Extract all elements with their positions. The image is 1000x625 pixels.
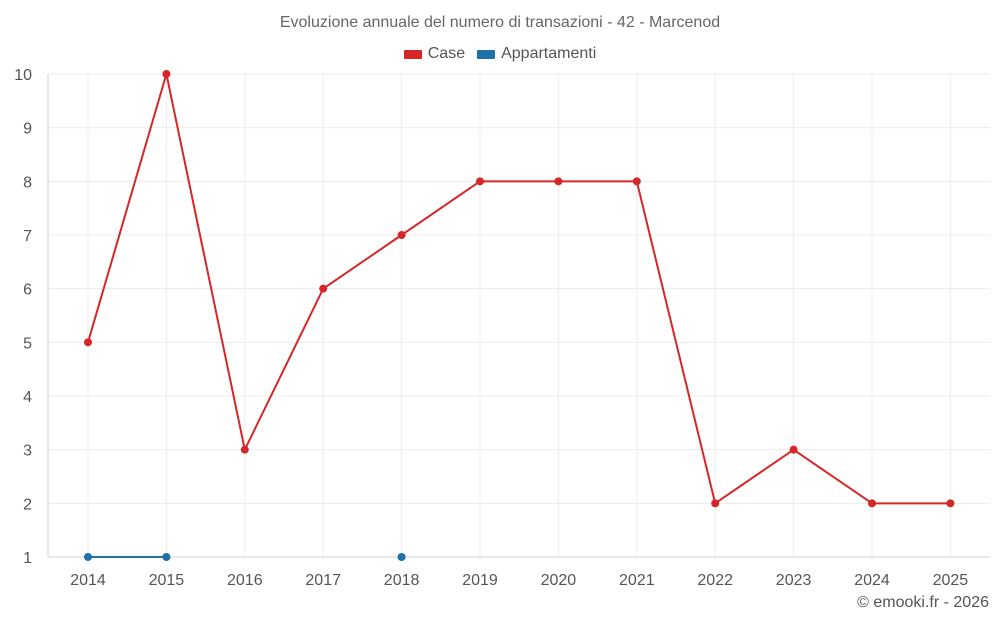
x-tick-label: 2024 bbox=[854, 572, 890, 589]
x-tick-label: 2021 bbox=[619, 572, 655, 589]
x-tick-label: 2015 bbox=[149, 572, 185, 589]
data-point-case bbox=[711, 499, 720, 508]
y-tick-label: 5 bbox=[23, 335, 32, 352]
credit-text: © emooki.fr - 2026 bbox=[857, 594, 989, 611]
data-point-case bbox=[240, 445, 249, 454]
y-tick-label: 1 bbox=[23, 550, 32, 567]
data-point-case bbox=[397, 231, 406, 239]
data-point-case bbox=[476, 177, 484, 186]
legend-swatch-appartamenti bbox=[477, 49, 496, 59]
chart-legend: Case Appartamenti bbox=[0, 45, 1000, 63]
data-point-case bbox=[868, 499, 876, 508]
legend-label-appartamenti: Appartamenti bbox=[501, 45, 597, 62]
data-point-case bbox=[789, 445, 798, 454]
data-point-appartamenti bbox=[162, 553, 171, 561]
legend-swatch-case bbox=[403, 49, 422, 59]
x-tick-label: 2017 bbox=[305, 572, 341, 589]
data-point-case bbox=[632, 177, 641, 186]
data-point-case bbox=[84, 338, 92, 347]
legend-label-case: Case bbox=[427, 45, 466, 62]
y-tick-label: 4 bbox=[23, 389, 32, 406]
data-point-case bbox=[554, 177, 563, 186]
x-tick-label: 2022 bbox=[697, 572, 733, 589]
data-point-appartamenti bbox=[84, 553, 92, 561]
y-tick-label: 7 bbox=[23, 228, 32, 245]
x-tick-label: 2025 bbox=[933, 572, 969, 589]
series-line-case bbox=[87, 73, 951, 505]
y-tick-label: 3 bbox=[23, 443, 32, 460]
x-tick-label: 2018 bbox=[384, 572, 420, 589]
chart-title: Evoluzione annuale del numero di transaz… bbox=[279, 14, 721, 31]
y-tick-label: 2 bbox=[23, 496, 32, 513]
y-tick-label: 8 bbox=[23, 174, 32, 191]
x-tick-label: 2014 bbox=[70, 572, 106, 589]
x-tick-label: 2020 bbox=[541, 572, 577, 589]
y-tick-label: 10 bbox=[14, 67, 32, 84]
series-group bbox=[84, 70, 955, 561]
y-tick-label: 6 bbox=[23, 282, 32, 299]
data-point-appartamenti bbox=[397, 553, 406, 561]
x-tick-label: 2016 bbox=[227, 572, 263, 589]
legend-item-case[interactable]: Case bbox=[403, 45, 466, 63]
y-tick-label: 9 bbox=[23, 121, 32, 138]
grid-lines bbox=[48, 73, 990, 558]
data-point-case bbox=[319, 284, 328, 293]
legend-item-appartamenti[interactable]: Appartamenti bbox=[477, 45, 596, 63]
data-point-case bbox=[162, 70, 171, 78]
x-tick-label: 2023 bbox=[776, 572, 812, 589]
axes: 1 2 3 4 5 6 7 8 9 10 2014 2015 2016 2017 2018 2019 2020 2… bbox=[14, 67, 990, 589]
x-tick-label: 2019 bbox=[462, 572, 498, 589]
data-point-case bbox=[946, 499, 955, 508]
